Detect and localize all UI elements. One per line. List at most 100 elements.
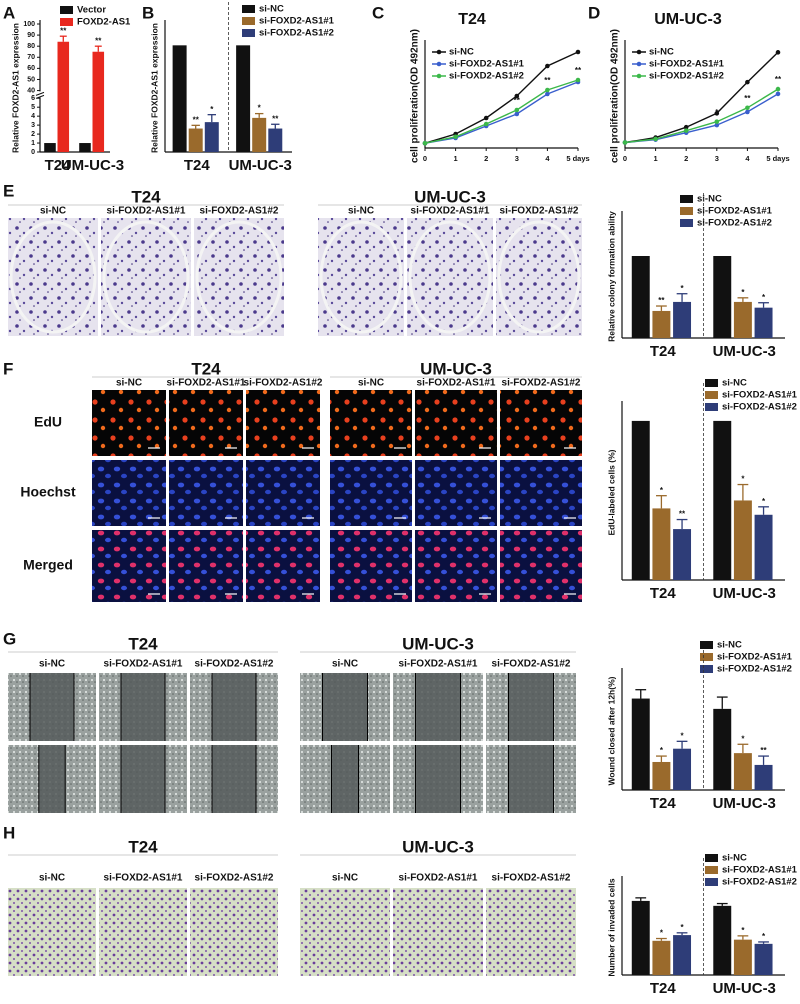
legend-swatch (242, 17, 255, 25)
legend-label: si-FOXD2-AS1#2 (722, 877, 797, 888)
significance: ** (514, 96, 521, 105)
point (545, 63, 550, 69)
bar (733, 753, 752, 790)
y-tick-label: 0 (31, 149, 35, 156)
significance: ** (679, 510, 686, 519)
column-label: si-FOXD2-AS1#1 (399, 659, 478, 670)
bar (733, 939, 752, 975)
plate-rim (102, 220, 190, 334)
column-label: si-NC (332, 873, 358, 884)
significance: * (741, 475, 745, 484)
significance: ** (760, 746, 767, 755)
legend-label: si-FOXD2-AS1#1 (722, 865, 798, 876)
legend-marker (436, 49, 442, 55)
y-tick-label: 70 (27, 54, 35, 61)
legend-label: si-FOXD2-AS1#1 (259, 16, 335, 27)
plate-rim (497, 220, 581, 334)
micrograph (190, 888, 278, 976)
wound-gap (212, 673, 256, 741)
micrograph (486, 888, 576, 976)
group-title: T24 (128, 837, 158, 856)
bar (204, 122, 219, 152)
significance: * (741, 926, 745, 935)
y-axis-label: cell proliferation(OD 492nm) (610, 29, 621, 163)
y-tick-label: 50 (27, 76, 35, 83)
y-tick-label: 40 (27, 87, 35, 94)
panel-letter: A (3, 3, 15, 22)
legend-label: si-FOXD2-AS1#2 (259, 28, 334, 39)
column-label: si-NC (116, 378, 142, 389)
micrograph (194, 218, 284, 336)
micrograph (246, 530, 320, 602)
significance: * (762, 932, 766, 941)
legend-swatch (680, 207, 693, 215)
axis-break-mark (35, 91, 45, 96)
column-label: si-FOXD2-AS1#2 (195, 659, 274, 670)
micrograph (169, 390, 243, 456)
bar (673, 301, 692, 338)
series-line (624, 88, 779, 144)
micrograph (330, 390, 412, 456)
point (453, 134, 458, 140)
bar (673, 529, 692, 580)
category-label: T24 (650, 585, 677, 602)
micrograph (500, 460, 582, 526)
group-title: UM-UC-3 (420, 359, 492, 378)
panel-letter: D (588, 3, 600, 22)
group-title: T24 (128, 634, 158, 653)
legend-label: Vector (77, 5, 106, 16)
category-label: T24 (650, 980, 677, 997)
legend-label: si-FOXD2-AS1#2 (717, 664, 792, 675)
category-label: T24 (650, 795, 677, 812)
significance: * (680, 284, 684, 293)
wound-gap (508, 745, 554, 813)
chart-title: UM-UC-3 (654, 11, 722, 28)
panel-letter: H (3, 823, 15, 842)
significance: ** (575, 66, 582, 75)
bar (713, 905, 732, 975)
y-axis-label: cell proliferation(OD 492nm) (410, 29, 421, 163)
legend-label: si-FOXD2-AS1#1 (649, 59, 725, 70)
wound-gap (38, 745, 66, 813)
significance: ** (744, 94, 751, 103)
column-label: si-FOXD2-AS1#1 (167, 378, 246, 389)
y-tick-label: 2 (31, 131, 35, 138)
micrograph (500, 530, 582, 602)
column-label: si-NC (332, 659, 358, 670)
group-title: UM-UC-3 (402, 837, 474, 856)
y-tick-label: 5 (31, 104, 35, 111)
point (714, 122, 720, 128)
legend-label: si-FOXD2-AS1#1 (449, 59, 525, 70)
significance: ** (544, 76, 551, 85)
bar (44, 143, 56, 152)
plate-rim (9, 220, 97, 334)
row-label: Merged (23, 557, 73, 573)
bar (188, 128, 203, 152)
bar (79, 143, 91, 152)
x-tick-label: 4 (545, 154, 550, 163)
panel-letter: E (3, 181, 14, 200)
legend-label: si-FOXD2-AS1#2 (449, 71, 524, 82)
micrograph (92, 390, 166, 456)
point (575, 77, 581, 83)
significance: ** (60, 26, 67, 35)
significance: * (258, 104, 262, 113)
column-label: si-FOXD2-AS1#1 (411, 206, 490, 217)
point (775, 91, 781, 97)
legend-marker (636, 73, 642, 79)
micrograph (415, 390, 497, 456)
significance: * (680, 923, 684, 932)
column-label: si-FOXD2-AS1#1 (107, 206, 186, 217)
wound-gap (212, 745, 256, 813)
legend-marker (636, 61, 642, 67)
y-axis-label: Relative FOXD2-AS1 expression (149, 23, 159, 153)
legend-swatch (680, 219, 693, 227)
column-label: si-FOXD2-AS1#1 (104, 873, 183, 884)
wound-gap (331, 745, 359, 813)
category-label: T24 (650, 343, 677, 360)
x-tick-label: 4 (745, 154, 750, 163)
column-label: si-FOXD2-AS1#2 (492, 659, 571, 670)
bar (652, 761, 671, 790)
significance: ** (95, 36, 102, 45)
micrograph (318, 218, 404, 336)
